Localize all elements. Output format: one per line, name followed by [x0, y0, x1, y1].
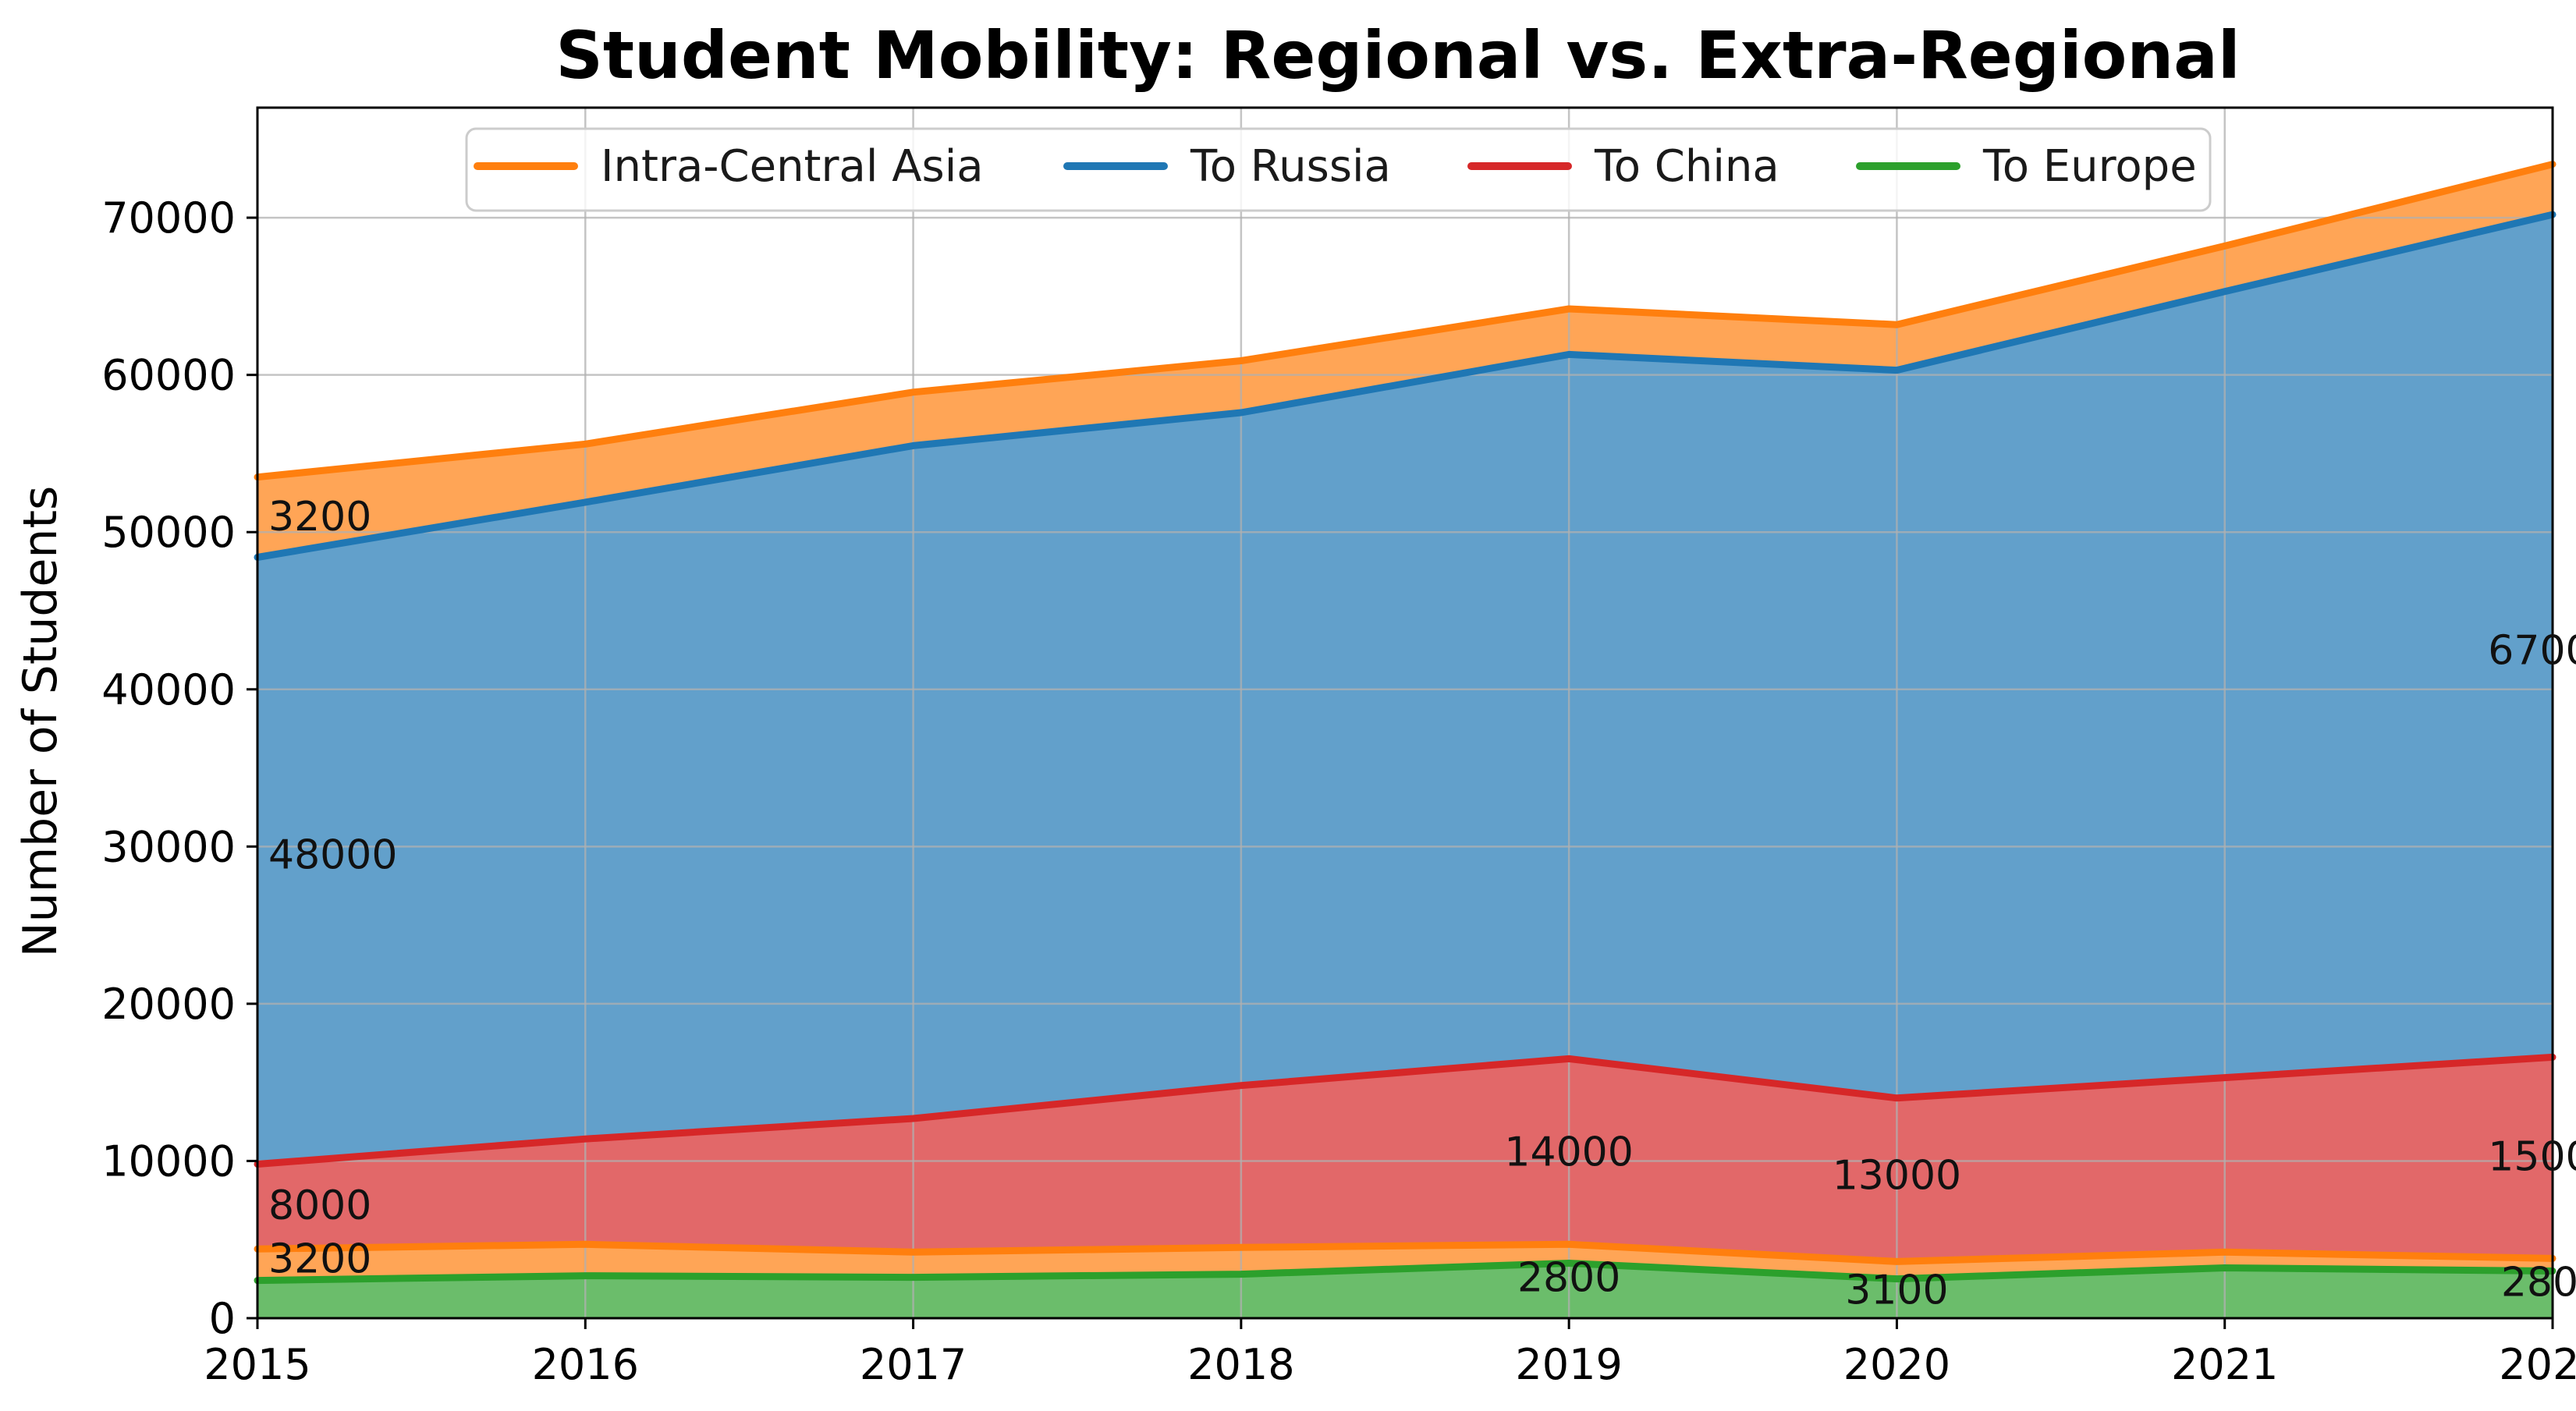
data-label-2: 8000	[268, 1182, 371, 1229]
data-label-3: 3200	[268, 1236, 371, 1282]
data-label-1: 48000	[268, 831, 397, 878]
data-label-4: 14000	[1504, 1129, 1633, 1175]
x-tick-label-2019: 2019	[1515, 1340, 1622, 1389]
x-tick-label-2018: 2018	[1187, 1340, 1294, 1389]
y-axis-label: Number of Students	[13, 486, 68, 957]
data-labels: 3200 48000 8000 3200 14000 2800 13000 3100 67000…	[268, 494, 2576, 1314]
line-to-europe-0	[254, 1260, 2556, 1285]
data-label-9: 15000	[2488, 1133, 2576, 1180]
data-label-10: 2800	[2501, 1260, 2576, 1306]
y-tick-label-10000: 10000	[101, 1136, 236, 1186]
x-axis-ticks: 2015 2016 2017 2018 2019 2020 2021 2022	[204, 1318, 2576, 1389]
data-label-0: 3200	[268, 494, 371, 541]
legend-label-0: Intra-Central Asia	[601, 141, 984, 192]
data-label-5: 2800	[1517, 1255, 1620, 1302]
x-tick-label-2022: 2022	[2499, 1340, 2576, 1389]
x-tick-label-2017: 2017	[860, 1340, 967, 1389]
plot-frame	[256, 106, 2554, 1320]
legend-label-1: To Russia	[1190, 141, 1391, 192]
line-intra-central-asia-1	[254, 1240, 2556, 1265]
data-label-7: 3100	[1845, 1267, 1948, 1314]
y-tick-label-60000: 60000	[101, 351, 236, 400]
x-tick-label-2016: 2016	[532, 1340, 639, 1389]
line-intra-central-asia-4	[254, 161, 2556, 481]
area-to-china-2	[257, 1057, 2553, 1262]
x-tick-label-2021: 2021	[2171, 1340, 2278, 1389]
data-label-6: 13000	[1833, 1153, 1961, 1200]
y-tick-label-70000: 70000	[101, 193, 236, 243]
area-edges	[254, 161, 2556, 1285]
x-tick-label-2015: 2015	[204, 1340, 310, 1389]
chart-title: Student Mobility: Regional vs. Extra-Reg…	[555, 17, 2240, 94]
legend-label-3: To Europe	[1982, 141, 2197, 192]
y-tick-label-0: 0	[209, 1294, 236, 1343]
line-to-russia-3	[254, 211, 2556, 561]
legend-label-2: To China	[1594, 141, 1779, 192]
legend: Intra-Central Asia To Russia To China To Eu…	[465, 127, 2212, 212]
y-tick-label-20000: 20000	[101, 980, 236, 1029]
y-axis-ticks: 0 10000 20000 30000 40000 50000 60000 70000	[101, 193, 257, 1343]
y-tick-label-40000: 40000	[101, 665, 236, 714]
y-tick-label-50000: 50000	[101, 508, 236, 557]
x-tick-label-2020: 2020	[1843, 1340, 1950, 1389]
legend-box	[465, 127, 2212, 212]
data-label-8: 67000	[2488, 627, 2576, 674]
line-to-china-2	[254, 1053, 2556, 1168]
y-tick-label-30000: 30000	[101, 822, 236, 871]
